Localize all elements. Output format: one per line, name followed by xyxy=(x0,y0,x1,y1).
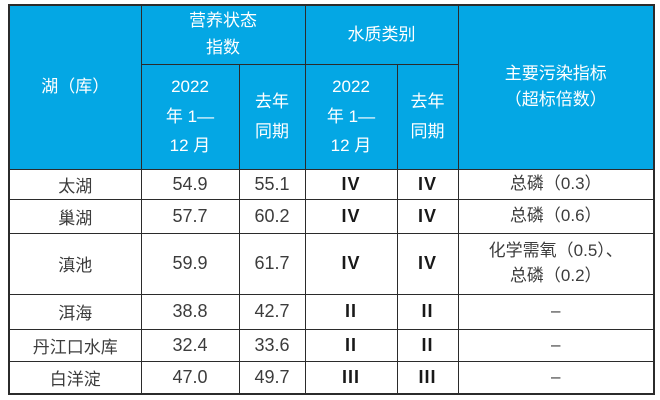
header-row-groups: 湖（库） 营养状态 指数 水质类别 主要污染指标 （超标倍数） xyxy=(8,4,655,170)
lake-name-cell: 巢湖 xyxy=(8,198,142,234)
pollutants-cell: 化学需氧（0.5）、 总磷（0.2） xyxy=(457,232,655,295)
col-header-quality-2022: 2022 年 1— 12 月 xyxy=(304,63,398,170)
quality-current-cell: II xyxy=(304,293,398,330)
col-header-lake: 湖（库） xyxy=(8,4,142,170)
tli-lastyear-cell: 49.7 xyxy=(238,360,306,395)
quality-lastyear-cell: IV xyxy=(396,168,459,200)
tli-lastyear-cell: 42.7 xyxy=(238,293,306,330)
col-header-quality-lastyear: 去年 同期 xyxy=(396,63,459,170)
col-group-water-quality-class: 水质类别 xyxy=(304,4,459,65)
quality-current-cell: IV xyxy=(304,168,398,200)
pollutants-cell: – xyxy=(457,293,655,330)
pollutants-cell: – xyxy=(457,328,655,362)
quality-lastyear-cell: IV xyxy=(396,198,459,234)
table-row-taihu: 太湖 54.9 55.1 IV IV 总磷（0.3） xyxy=(8,168,655,200)
lake-name-cell: 滇池 xyxy=(8,232,142,295)
lake-name-cell: 白洋淀 xyxy=(8,360,142,395)
quality-current-cell: IV xyxy=(304,198,398,234)
tli-current-cell: 57.7 xyxy=(140,198,240,234)
quality-current-cell: III xyxy=(304,360,398,395)
pollutants-cell: 总磷（0.6） xyxy=(457,198,655,234)
table-row-chaohu: 巢湖 57.7 60.2 IV IV 总磷（0.6） xyxy=(8,198,655,234)
quality-lastyear-cell: IV xyxy=(396,232,459,295)
tli-current-cell: 59.9 xyxy=(140,232,240,295)
tli-current-cell: 47.0 xyxy=(140,360,240,395)
header-row-periods: 2022 年 1— 12 月 去年 同期 2022 年 1— 12 月 去年 同… xyxy=(9,63,654,170)
pollutants-cell: 总磷（0.3） xyxy=(457,168,655,200)
col-header-nutrition-2022: 2022 年 1— 12 月 xyxy=(140,63,240,170)
lake-name-cell: 丹江口水库 xyxy=(8,328,142,362)
tli-lastyear-cell: 55.1 xyxy=(238,168,306,200)
lake-name-cell: 洱海 xyxy=(8,293,142,330)
quality-lastyear-cell: III xyxy=(396,360,459,395)
tli-lastyear-cell: 61.7 xyxy=(238,232,306,295)
quality-current-cell: II xyxy=(304,328,398,362)
table-row-erhai: 洱海 38.8 42.7 II II – xyxy=(8,293,655,330)
quality-lastyear-cell: II xyxy=(396,293,459,330)
quality-lastyear-cell: II xyxy=(396,328,459,362)
tli-current-cell: 32.4 xyxy=(140,328,240,362)
water-quality-table: 湖（库） 营养状态 指数 水质类别 主要污染指标 （超标倍数） 2022 年 1… xyxy=(8,4,655,395)
col-header-nutrition-lastyear: 去年 同期 xyxy=(238,63,306,170)
tli-current-cell: 54.9 xyxy=(140,168,240,200)
lake-name-cell: 太湖 xyxy=(8,168,142,200)
col-header-main-pollutants: 主要污染指标 （超标倍数） xyxy=(457,4,655,170)
tli-current-cell: 38.8 xyxy=(140,293,240,330)
tli-lastyear-cell: 33.6 xyxy=(238,328,306,362)
table-row-danjiangkou: 丹江口水库 32.4 33.6 II II – xyxy=(8,328,655,362)
col-group-nutrition-index: 营养状态 指数 xyxy=(140,4,306,65)
quality-current-cell: IV xyxy=(304,232,398,295)
table-row-dianchi: 滇池 59.9 61.7 IV IV 化学需氧（0.5）、 总磷（0.2） xyxy=(8,232,655,295)
pollutants-cell: – xyxy=(457,360,655,395)
table-row-baiyangdian: 白洋淀 47.0 49.7 III III – xyxy=(8,360,655,395)
tli-lastyear-cell: 60.2 xyxy=(238,198,306,234)
